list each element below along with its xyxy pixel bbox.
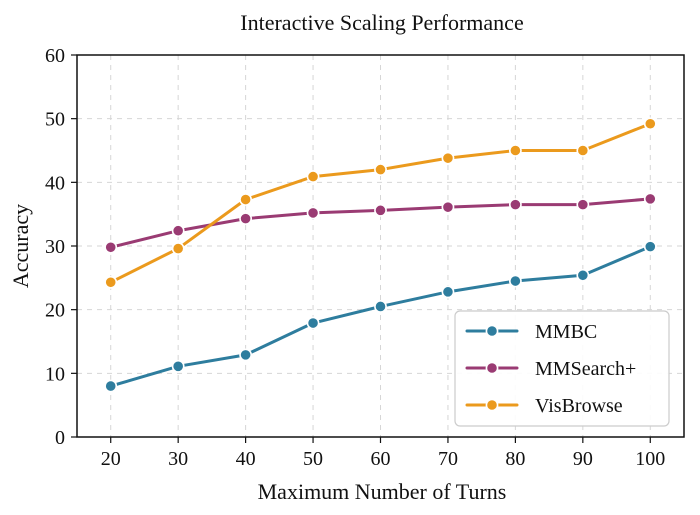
x-tick-label: 80 xyxy=(505,448,525,470)
data-point-visbrowse xyxy=(171,242,185,255)
legend: MMBC MMSearch+ VisBrowse xyxy=(454,310,670,427)
data-point-visbrowse xyxy=(104,275,118,289)
data-point-mmbc xyxy=(508,274,522,288)
data-point-mmbc xyxy=(104,379,118,393)
x-axis-label: Maximum Number of Turns xyxy=(258,479,507,504)
data-point-mmsearch xyxy=(374,203,387,217)
data-point-visbrowse xyxy=(576,144,590,157)
data-point-mmbc xyxy=(643,240,657,254)
series-mmbc xyxy=(104,240,657,393)
data-point-mmsearch xyxy=(239,212,253,226)
data-point-mmsearch xyxy=(576,198,590,212)
y-tick-label: 30 xyxy=(45,236,65,258)
y-tick-label: 10 xyxy=(45,363,65,385)
y-tick-label: 60 xyxy=(45,45,65,67)
x-tick-label: 70 xyxy=(438,448,458,470)
data-point-mmsearch xyxy=(643,192,657,206)
legend-item-visbrowse: VisBrowse xyxy=(465,395,623,417)
data-point-mmbc xyxy=(239,348,253,362)
data-point-visbrowse xyxy=(441,151,455,165)
legend-swatch-marker xyxy=(485,361,499,375)
data-point-mmbc xyxy=(576,268,590,282)
data-point-mmsearch xyxy=(104,240,118,254)
legend-label: VisBrowse xyxy=(535,395,623,417)
y-tick-label: 20 xyxy=(45,300,65,322)
data-point-mmsearch xyxy=(441,200,455,214)
data-point-visbrowse xyxy=(239,193,253,206)
data-point-mmsearch xyxy=(508,198,522,212)
data-point-visbrowse xyxy=(374,163,387,176)
x-tick-label: 20 xyxy=(101,448,121,470)
data-point-visbrowse xyxy=(306,170,320,184)
series-mmsearch xyxy=(104,192,657,254)
data-point-mmbc xyxy=(171,359,185,373)
data-point-mmbc xyxy=(306,316,320,330)
y-tick-label: 0 xyxy=(55,427,65,449)
legend-box xyxy=(454,310,670,427)
x-tick-label: 40 xyxy=(236,448,256,470)
data-point-mmbc xyxy=(441,285,455,299)
data-point-mmsearch xyxy=(306,206,320,220)
legend-item-mmsearch: MMSearch+ xyxy=(465,358,636,380)
data-point-mmsearch xyxy=(171,224,185,238)
legend-label: MMBC xyxy=(535,321,597,343)
chart-title: Interactive Scaling Performance xyxy=(240,10,523,35)
legend-item-mmbc: MMBC xyxy=(465,321,597,343)
data-point-visbrowse xyxy=(508,144,522,157)
x-tick-label: 50 xyxy=(303,448,323,470)
data-point-visbrowse xyxy=(643,117,657,131)
y-axis-label: Accuracy xyxy=(8,204,33,288)
x-tick-label: 100 xyxy=(635,448,665,470)
series-visbrowse xyxy=(104,117,657,289)
y-tick-label: 50 xyxy=(45,109,65,131)
x-tick-label: 30 xyxy=(168,448,188,470)
legend-swatch-marker xyxy=(485,398,499,412)
x-tick-label: 90 xyxy=(573,448,593,470)
y-tick-label: 40 xyxy=(45,172,65,194)
data-point-mmbc xyxy=(374,300,387,313)
series-layer xyxy=(104,117,657,393)
ticks-layer: 20 30 40 50 60 70 80 90 100 0 10 20 30 40 50 60 xyxy=(45,45,665,470)
legend-swatch-marker xyxy=(485,324,499,338)
legend-label: MMSearch+ xyxy=(535,358,636,380)
x-tick-label: 60 xyxy=(371,448,391,470)
